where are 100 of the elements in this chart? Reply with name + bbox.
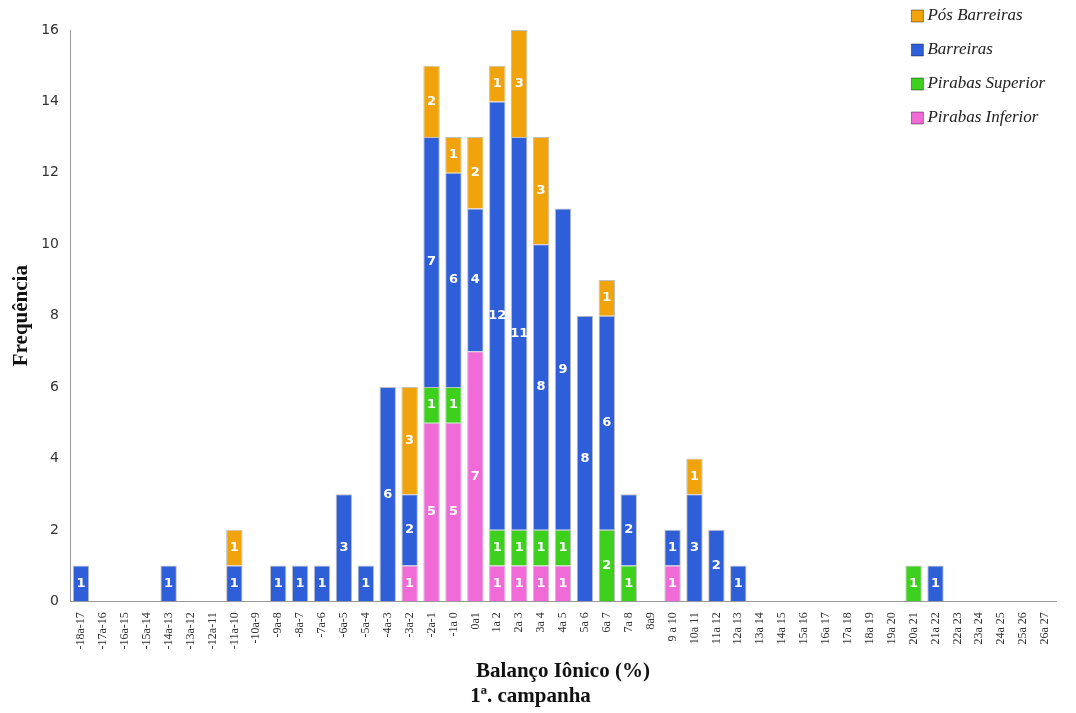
data-label: 7 (427, 253, 437, 269)
data-label: 4 (470, 271, 480, 287)
data-label: 5 (448, 503, 458, 519)
x-tick-label: 19a 20 (883, 612, 898, 645)
x-axis-title: Balanço Iônico (%) (476, 657, 650, 682)
data-label: 2 (711, 556, 721, 572)
y-tick-label: 16 (41, 20, 60, 37)
data-label: 1 (448, 146, 458, 162)
x-tick-label: -12a-11 (204, 612, 219, 650)
y-tick-label: 6 (50, 377, 60, 394)
data-label: 1 (514, 539, 524, 555)
data-label: 1 (668, 574, 678, 590)
data-label: 1 (273, 574, 283, 590)
y-tick-label: 0 (50, 591, 60, 608)
x-tick-label: -11a-10 (226, 612, 241, 650)
data-label: 1 (689, 467, 699, 483)
x-tick-label: -14a-13 (160, 612, 175, 650)
data-label: 1 (492, 574, 502, 590)
x-tick-label: 22a 23 (949, 612, 964, 645)
data-label: 1 (76, 574, 86, 590)
data-label: 9 (558, 360, 568, 376)
data-label: 1 (427, 396, 437, 412)
legend-label: Pirabas Superior (926, 73, 1046, 93)
x-tick-label: 21a 22 (927, 612, 942, 645)
data-label: 1 (492, 74, 502, 90)
text: 1ª. campanha (470, 682, 592, 707)
data-label: 8 (536, 378, 546, 394)
legend-label: Pós Barreiras (926, 5, 1024, 25)
data-label: 2 (427, 92, 437, 108)
data-label: 1 (405, 574, 415, 590)
y-tick-label: 4 (50, 449, 60, 466)
x-tick-label: 20a 21 (905, 612, 920, 645)
data-label: 3 (689, 539, 699, 555)
x-tick-label: -3a-2 (401, 612, 416, 638)
x-tick-label: -15a-14 (138, 612, 153, 650)
x-tick-label: -4a-3 (379, 612, 394, 638)
data-label: 1 (930, 574, 941, 590)
data-label: 1 (558, 539, 568, 555)
x-tick-label: -2a-1 (423, 612, 438, 638)
data-label: 1 (514, 574, 524, 590)
x-tick-label: -16a-15 (116, 612, 131, 650)
x-tick-label: 5a 6 (577, 612, 592, 633)
x-tick-label: -18a-17 (73, 612, 88, 650)
x-tick-label: 0a1 (467, 612, 482, 630)
y-tick-label: 2 (50, 520, 60, 537)
data-label: 1 (602, 289, 612, 305)
data-label: 1 (229, 539, 239, 555)
data-label: 1 (317, 574, 327, 590)
x-tick-label: 11a 12 (708, 612, 723, 645)
x-tick-label: 4a 5 (555, 612, 570, 633)
data-label: 1 (624, 574, 634, 590)
data-label: 6 (448, 271, 458, 287)
data-label: 6 (383, 485, 393, 501)
y-tick-label: 8 (50, 306, 60, 323)
x-tick-label: 13a 14 (752, 612, 767, 645)
data-label: 2 (602, 556, 612, 572)
x-tick-label: 17a 18 (840, 612, 854, 645)
legend-label: Barreiras (927, 39, 994, 59)
x-tick-label: 26a 27 (1037, 612, 1052, 645)
x-tick-label: 1a 2 (489, 612, 504, 633)
data-label: 1 (733, 574, 743, 590)
y-tick-label: 12 (41, 163, 60, 180)
x-tick-label: -1a 0 (445, 612, 460, 637)
x-tick-label: 14a 15 (774, 612, 789, 645)
data-label: 8 (580, 449, 590, 465)
legend-label: Pirabas Inferior (926, 107, 1039, 127)
data-label: 5 (427, 503, 437, 519)
data-label: 3 (514, 74, 524, 90)
data-label: 1 (909, 574, 919, 590)
data-label: 3 (339, 539, 349, 555)
x-tick-label: 15a 16 (796, 612, 811, 645)
x-tick-label: 7a 8 (620, 612, 635, 633)
data-label: 1 (164, 574, 174, 590)
data-label: 7 (470, 467, 480, 483)
x-tick-label: -13a-12 (182, 612, 197, 650)
x-tick-label: 10a 11 (686, 612, 701, 645)
y-tick-label: 10 (41, 234, 60, 251)
x-tick-label: 16a 17 (818, 612, 833, 645)
data-label: 3 (405, 431, 415, 447)
data-label: 1 (295, 574, 305, 590)
data-label: 1 (536, 539, 546, 555)
x-tick-label: -5a-4 (357, 612, 372, 638)
data-label: 2 (470, 164, 480, 180)
data-label: 1 (536, 574, 546, 590)
x-tick-label: 2a 3 (511, 612, 526, 633)
x-tick-label: -7a-6 (314, 612, 329, 638)
x-tick-label: 8a9 (642, 612, 657, 630)
x-tick-label: 3a 4 (533, 612, 548, 633)
x-tick-label: 9 a 10 (664, 612, 679, 642)
data-label: 2 (405, 521, 415, 537)
x-tick-label: -17a-16 (95, 612, 110, 650)
data-label: 1 (558, 574, 568, 590)
x-tick-label: -8a-7 (292, 612, 307, 638)
data-label: 1 (668, 539, 678, 555)
x-tick-label: 12a 13 (730, 612, 745, 645)
data-label: 1 (448, 396, 458, 412)
x-tick-label: -10a-9 (248, 612, 263, 644)
y-tick-label: 14 (41, 92, 60, 109)
data-label: 1 (361, 574, 371, 590)
x-tick-label: 18a 19 (861, 612, 876, 645)
